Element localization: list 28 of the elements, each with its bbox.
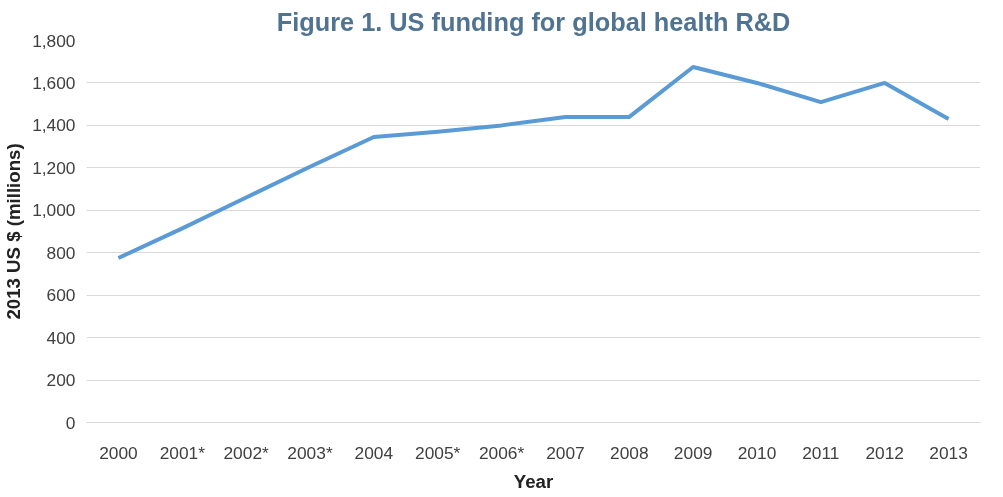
x-tick-label: 2004 — [354, 442, 394, 463]
x-tick-label: 2010 — [737, 442, 777, 463]
y-tick-label: 1,200 — [32, 157, 76, 178]
x-tick-label: 2007 — [546, 442, 585, 463]
x-tick-label: 2009 — [673, 442, 713, 463]
x-tick-label: 2013 — [929, 442, 968, 463]
x-tick-label: 2011 — [802, 442, 840, 463]
y-tick-label: 0 — [65, 412, 76, 433]
y-tick-label: 1,600 — [32, 72, 76, 93]
x-tick-label: 2000 — [99, 442, 138, 463]
line-series — [116, 65, 951, 261]
x-tick-label: 2006* — [478, 442, 525, 463]
x-tick-label: 2005* — [415, 442, 461, 463]
y-tick-label: 1,800 — [32, 30, 76, 51]
y-tick-label: 600 — [46, 285, 76, 306]
y-tick-label: 200 — [46, 370, 76, 391]
y-axis-title: 2013 US $ (millions) — [3, 143, 25, 320]
y-tick-label: 1,000 — [32, 200, 76, 221]
x-tick-label: 2008 — [610, 442, 649, 463]
x-tick-label: 2002* — [223, 442, 270, 463]
y-tick-label: 400 — [46, 327, 76, 348]
x-tick-label: 2003* — [287, 442, 333, 463]
x-axis-title: Year — [513, 470, 554, 492]
x-tick-label: 2012 — [865, 442, 904, 463]
chart-title: Figure 1. US funding for global health R&D — [276, 7, 791, 36]
x-tick-label: 2001* — [159, 442, 206, 463]
y-tick-label: 800 — [46, 242, 76, 263]
y-tick-label: 1,400 — [32, 115, 76, 136]
